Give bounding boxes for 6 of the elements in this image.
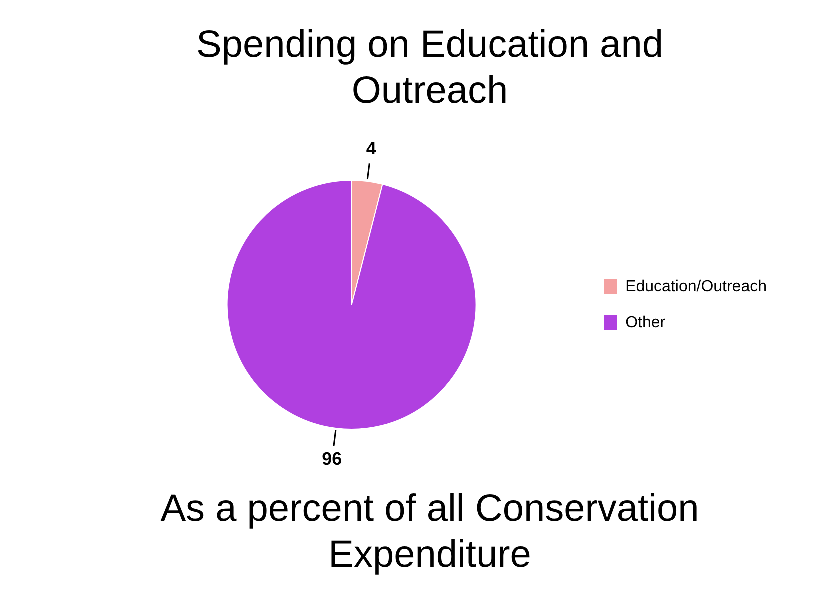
data-label: 96	[322, 449, 342, 470]
text: As a percent of all Conservation Expenditure	[160, 487, 700, 578]
legend-label: Education/Outreach	[626, 278, 767, 296]
legend-label: Other	[626, 314, 666, 332]
data-label: 4	[366, 138, 376, 159]
chart-title: Spending on Education and Outreach	[196, 23, 664, 114]
